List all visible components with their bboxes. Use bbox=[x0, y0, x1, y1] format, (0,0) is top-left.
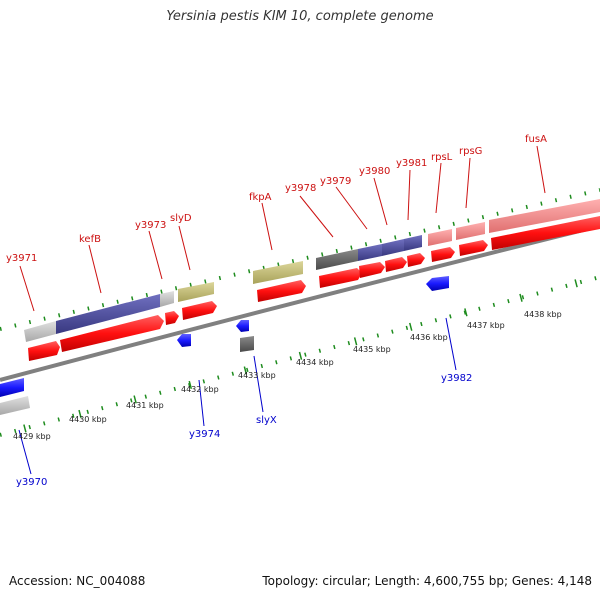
gene-y3980-box[interactable] bbox=[382, 239, 404, 256]
label-rpsG: rpsG bbox=[459, 146, 482, 157]
gene-fkpA-box[interactable] bbox=[253, 261, 303, 284]
gene-rpsL-box[interactable] bbox=[428, 229, 452, 246]
cds-slyX[interactable] bbox=[236, 320, 249, 332]
scale-label-4430: 4430 kbp bbox=[69, 415, 107, 424]
scale-label-4434: 4434 kbp bbox=[296, 358, 334, 367]
scale-label-4433: 4433 kbp bbox=[238, 371, 276, 380]
genome-backbone bbox=[0, 224, 600, 382]
scale-label-4436: 4436 kbp bbox=[410, 333, 448, 342]
scale-label-4438: 4438 kbp bbox=[524, 310, 562, 319]
cds-fkpA[interactable] bbox=[257, 280, 306, 302]
scale-label-4429: 4429 kbp bbox=[13, 432, 51, 441]
map-title: Yersinia pestis KIM 10, complete genome bbox=[166, 9, 434, 24]
label-fkpA: fkpA bbox=[249, 192, 272, 203]
reverse-labels: y3970 y3974 slyX y3982 bbox=[16, 373, 472, 488]
gene-y3971-box[interactable] bbox=[24, 321, 56, 342]
label-y3971: y3971 bbox=[6, 253, 37, 264]
scale-label-4431: 4431 kbp bbox=[126, 401, 164, 410]
gene-y3973-box[interactable] bbox=[160, 291, 174, 307]
scale-label-4432: 4432 kbp bbox=[181, 385, 219, 394]
gene-rpsG-box[interactable] bbox=[456, 222, 485, 240]
cds-slyD[interactable] bbox=[182, 301, 217, 320]
label-slyD: slyD bbox=[170, 213, 192, 224]
gene-y3970-box[interactable] bbox=[0, 396, 30, 415]
label-y3979: y3979 bbox=[320, 176, 351, 187]
label-y3981: y3981 bbox=[396, 158, 427, 169]
gene-kefB-box[interactable] bbox=[56, 294, 160, 334]
cds-y3981[interactable] bbox=[407, 253, 425, 267]
cds-y3971[interactable] bbox=[28, 341, 60, 361]
reverse-label-leaders bbox=[18, 317, 457, 475]
reverse-cds-track bbox=[0, 276, 449, 415]
forward-label-leaders bbox=[19, 145, 546, 312]
cds-kefB[interactable] bbox=[60, 315, 164, 352]
label-kefB: kefB bbox=[79, 234, 101, 245]
scale-label-4437: 4437 kbp bbox=[467, 321, 505, 330]
gene-y3981-box[interactable] bbox=[404, 235, 422, 251]
label-y3970: y3970 bbox=[16, 477, 47, 488]
cds-y3980[interactable] bbox=[385, 257, 407, 272]
feature-track bbox=[24, 199, 600, 342]
gene-y3979-box[interactable] bbox=[358, 244, 382, 261]
cds-y3973[interactable] bbox=[165, 311, 179, 325]
inner-major-ticks bbox=[0, 273, 600, 439]
gene-fusA-box[interactable] bbox=[489, 199, 600, 233]
gene-slyD-box[interactable] bbox=[178, 282, 214, 302]
gene-y3978-box[interactable] bbox=[316, 249, 358, 270]
label-y3973: y3973 bbox=[135, 220, 166, 231]
label-slyX: slyX bbox=[256, 415, 277, 426]
cds-y3982[interactable] bbox=[426, 276, 449, 291]
label-y3980: y3980 bbox=[359, 166, 390, 177]
label-y3974: y3974 bbox=[189, 429, 220, 440]
accession-text: Accession: NC_004088 bbox=[9, 574, 146, 588]
cds-rpsL[interactable] bbox=[431, 247, 455, 262]
topology-text: Topology: circular; Length: 4,600,755 bp… bbox=[262, 574, 592, 588]
cds-fusA[interactable] bbox=[491, 216, 600, 250]
gene-slyX-box[interactable] bbox=[240, 336, 254, 352]
label-rpsL: rpsL bbox=[431, 152, 453, 163]
cds-y3974[interactable] bbox=[177, 334, 191, 347]
label-y3982: y3982 bbox=[441, 373, 472, 384]
cds-y3978[interactable] bbox=[319, 268, 362, 288]
scale-labels: 4429 kbp 4430 kbp 4431 kbp 4432 kbp 4433… bbox=[13, 310, 562, 441]
label-y3978: y3978 bbox=[285, 183, 316, 194]
forward-labels: y3971 kefB y3973 slyD fkpA y3978 y3979 y… bbox=[6, 134, 547, 264]
forward-cds-track bbox=[28, 216, 600, 361]
outer-tick-track bbox=[0, 188, 600, 331]
cds-rpsG[interactable] bbox=[459, 240, 488, 256]
cds-y3979[interactable] bbox=[359, 262, 385, 278]
label-fusA: fusA bbox=[525, 134, 547, 145]
scale-label-4435: 4435 kbp bbox=[353, 345, 391, 354]
cds-y3970[interactable] bbox=[0, 378, 24, 397]
